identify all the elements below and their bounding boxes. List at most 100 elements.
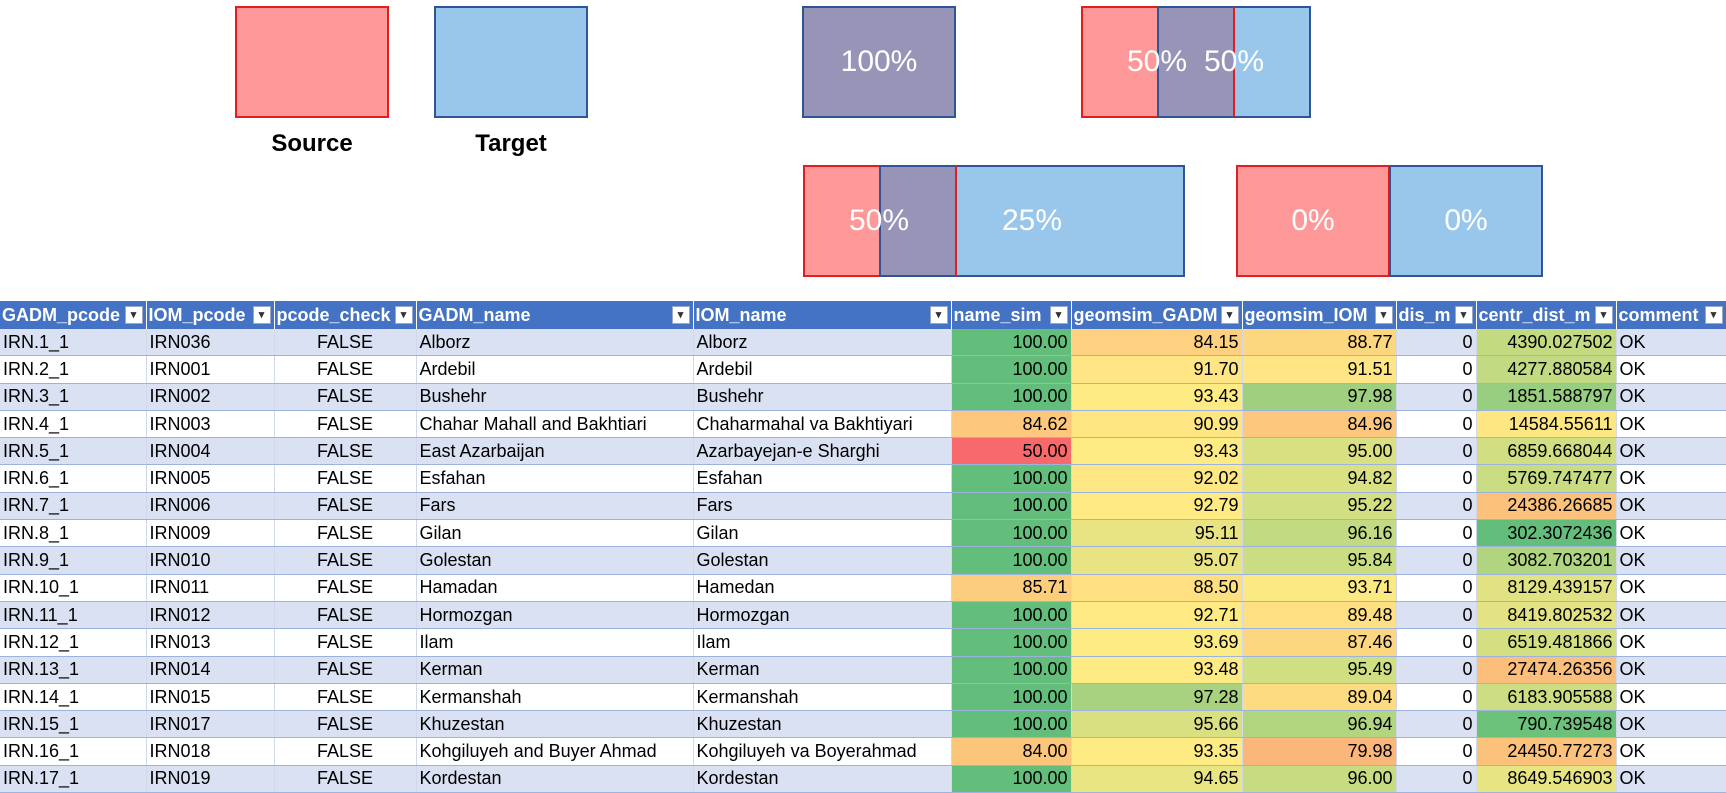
filter-dropdown-icon[interactable]: ▾	[1594, 306, 1613, 324]
cell-iom-name[interactable]: Hormozgan	[693, 601, 952, 630]
cell-comment[interactable]: OK	[1616, 683, 1726, 712]
cell-centr-dist-m[interactable]: 27474.26356	[1476, 656, 1617, 684]
cell-gadm-pcode[interactable]: IRN.6_1	[0, 464, 147, 493]
cell-pcode-check[interactable]: FALSE	[274, 683, 417, 712]
cell-comment[interactable]: OK	[1616, 656, 1726, 684]
cell-name-sim[interactable]: 100.00	[951, 710, 1072, 739]
cell-gadm-name[interactable]: Kerman	[416, 656, 694, 684]
cell-gadm-pcode[interactable]: IRN.13_1	[0, 656, 147, 684]
cell-pcode-check[interactable]: FALSE	[274, 464, 417, 493]
cell-iom-pcode[interactable]: IRN010	[146, 546, 275, 575]
cell-comment[interactable]: OK	[1616, 546, 1726, 575]
filter-dropdown-icon[interactable]: ▾	[671, 306, 690, 324]
cell-centr-dist-m[interactable]: 8419.802532	[1476, 601, 1617, 630]
cell-geomsim-gadm[interactable]: 93.69	[1071, 628, 1243, 657]
cell-geomsim-gadm[interactable]: 93.43	[1071, 383, 1243, 411]
cell-geomsim-iom[interactable]: 97.98	[1242, 383, 1397, 411]
cell-pcode-check[interactable]: FALSE	[274, 492, 417, 521]
cell-iom-pcode[interactable]: IRN014	[146, 656, 275, 684]
cell-iom-pcode[interactable]: IRN017	[146, 710, 275, 739]
table-row[interactable]: IRN.9_1 IRN010 FALSE Golestan Golestan 100.00…	[0, 546, 1726, 575]
cell-centr-dist-m[interactable]: 790.739548	[1476, 710, 1617, 739]
table-row[interactable]: IRN.1_1 IRN036 FALSE Alborz Alborz 100.00 84.1…	[0, 329, 1726, 357]
cell-comment[interactable]: OK	[1616, 492, 1726, 521]
cell-gadm-name[interactable]: Ardebil	[416, 355, 694, 384]
cell-iom-pcode[interactable]: IRN019	[146, 765, 275, 793]
cell-gadm-name[interactable]: Esfahan	[416, 464, 694, 493]
cell-comment[interactable]: OK	[1616, 628, 1726, 657]
column-header-comment[interactable]: comment ▾	[1616, 301, 1726, 329]
cell-iom-name[interactable]: Kohgiluyeh va Boyerahmad	[693, 737, 952, 766]
cell-geomsim-gadm[interactable]: 92.02	[1071, 464, 1243, 493]
cell-iom-pcode[interactable]: IRN012	[146, 601, 275, 630]
column-header-centr-dist-m[interactable]: centr_dist_m ▾	[1476, 301, 1617, 329]
cell-name-sim[interactable]: 50.00	[951, 437, 1072, 466]
cell-iom-pcode[interactable]: IRN005	[146, 464, 275, 493]
cell-pcode-check[interactable]: FALSE	[274, 601, 417, 630]
cell-dis-m[interactable]: 0	[1396, 383, 1477, 411]
cell-iom-pcode[interactable]: IRN018	[146, 737, 275, 766]
column-header-name-sim[interactable]: name_sim ▾	[951, 301, 1072, 329]
cell-geomsim-iom[interactable]: 91.51	[1242, 355, 1397, 384]
table-row[interactable]: IRN.12_1 IRN013 FALSE Ilam Ilam 100.00 93.69 87…	[0, 628, 1726, 657]
cell-name-sim[interactable]: 100.00	[951, 519, 1072, 548]
table-row[interactable]: IRN.4_1 IRN003 FALSE Chahar Mahall and Bakh…	[0, 410, 1726, 439]
table-row[interactable]: IRN.10_1 IRN011 FALSE Hamadan Hamedan 85.71 88…	[0, 574, 1726, 602]
cell-dis-m[interactable]: 0	[1396, 464, 1477, 493]
cell-gadm-pcode[interactable]: IRN.8_1	[0, 519, 147, 548]
cell-geomsim-gadm[interactable]: 94.65	[1071, 765, 1243, 793]
cell-pcode-check[interactable]: FALSE	[274, 383, 417, 411]
cell-gadm-name[interactable]: Fars	[416, 492, 694, 521]
cell-name-sim[interactable]: 100.00	[951, 765, 1072, 793]
cell-comment[interactable]: OK	[1616, 464, 1726, 493]
cell-gadm-name[interactable]: Khuzestan	[416, 710, 694, 739]
cell-iom-name[interactable]: Kermanshah	[693, 683, 952, 712]
cell-centr-dist-m[interactable]: 3082.703201	[1476, 546, 1617, 575]
cell-geomsim-iom[interactable]: 93.71	[1242, 574, 1397, 602]
cell-gadm-pcode[interactable]: IRN.12_1	[0, 628, 147, 657]
cell-gadm-pcode[interactable]: IRN.11_1	[0, 601, 147, 630]
cell-geomsim-gadm[interactable]: 93.35	[1071, 737, 1243, 766]
cell-dis-m[interactable]: 0	[1396, 656, 1477, 684]
cell-gadm-pcode[interactable]: IRN.10_1	[0, 574, 147, 602]
cell-geomsim-gadm[interactable]: 88.50	[1071, 574, 1243, 602]
cell-iom-pcode[interactable]: IRN015	[146, 683, 275, 712]
cell-dis-m[interactable]: 0	[1396, 683, 1477, 712]
cell-iom-pcode[interactable]: IRN013	[146, 628, 275, 657]
cell-geomsim-iom[interactable]: 95.84	[1242, 546, 1397, 575]
cell-iom-name[interactable]: Ardebil	[693, 355, 952, 384]
cell-geomsim-gadm[interactable]: 93.48	[1071, 656, 1243, 684]
cell-centr-dist-m[interactable]: 14584.55611	[1476, 410, 1617, 439]
cell-gadm-name[interactable]: East Azarbaijan	[416, 437, 694, 466]
cell-gadm-name[interactable]: Golestan	[416, 546, 694, 575]
cell-iom-pcode[interactable]: IRN002	[146, 383, 275, 411]
column-header-geomsim-iom[interactable]: geomsim_IOM ▾	[1242, 301, 1397, 329]
cell-name-sim[interactable]: 100.00	[951, 683, 1072, 712]
filter-dropdown-icon[interactable]: ▾	[1704, 306, 1723, 324]
cell-iom-name[interactable]: Khuzestan	[693, 710, 952, 739]
cell-iom-name[interactable]: Hamedan	[693, 574, 952, 602]
cell-gadm-name[interactable]: Bushehr	[416, 383, 694, 411]
cell-geomsim-iom[interactable]: 95.00	[1242, 437, 1397, 466]
cell-geomsim-iom[interactable]: 87.46	[1242, 628, 1397, 657]
table-row[interactable]: IRN.11_1 IRN012 FALSE Hormozgan Hormozgan 100…	[0, 601, 1726, 630]
cell-gadm-name[interactable]: Kermanshah	[416, 683, 694, 712]
cell-iom-name[interactable]: Bushehr	[693, 383, 952, 411]
cell-dis-m[interactable]: 0	[1396, 765, 1477, 793]
cell-dis-m[interactable]: 0	[1396, 437, 1477, 466]
cell-gadm-name[interactable]: Ilam	[416, 628, 694, 657]
cell-iom-pcode[interactable]: IRN003	[146, 410, 275, 439]
cell-geomsim-gadm[interactable]: 92.71	[1071, 601, 1243, 630]
cell-iom-pcode[interactable]: IRN036	[146, 329, 275, 357]
column-header-gadm-name[interactable]: GADM_name ▾	[416, 301, 694, 329]
cell-name-sim[interactable]: 100.00	[951, 464, 1072, 493]
cell-geomsim-iom[interactable]: 88.77	[1242, 329, 1397, 357]
cell-comment[interactable]: OK	[1616, 574, 1726, 602]
filter-dropdown-icon[interactable]: ▾	[1220, 306, 1239, 324]
filter-dropdown-icon[interactable]: ▾	[124, 306, 143, 324]
cell-dis-m[interactable]: 0	[1396, 737, 1477, 766]
cell-name-sim[interactable]: 100.00	[951, 383, 1072, 411]
cell-iom-name[interactable]: Chaharmahal va Bakhtiyari	[693, 410, 952, 439]
cell-pcode-check[interactable]: FALSE	[274, 765, 417, 793]
cell-centr-dist-m[interactable]: 6519.481866	[1476, 628, 1617, 657]
